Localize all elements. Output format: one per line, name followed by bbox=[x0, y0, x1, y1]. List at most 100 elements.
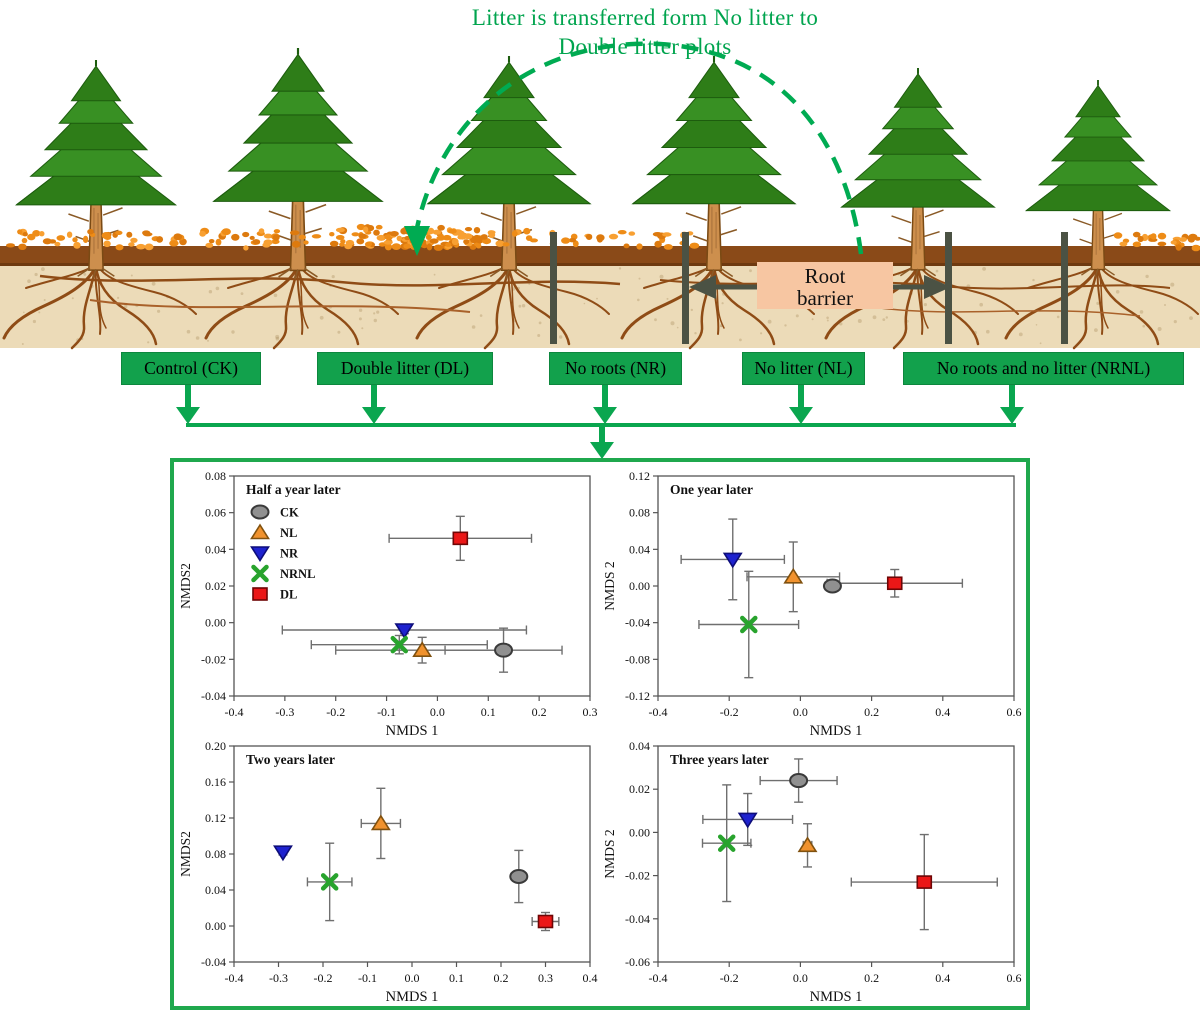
root-barrier-bar bbox=[682, 232, 689, 344]
svg-text:-0.4: -0.4 bbox=[649, 971, 668, 985]
down-arrow-icon bbox=[362, 407, 386, 424]
svg-text:0.00: 0.00 bbox=[629, 825, 650, 839]
root-barrier-bar bbox=[1061, 232, 1068, 344]
root-barrier-bar bbox=[550, 232, 557, 344]
svg-text:-0.4: -0.4 bbox=[225, 971, 244, 985]
root-barrier-label-line2: barrier bbox=[797, 286, 853, 310]
down-arrow-icon bbox=[798, 385, 804, 409]
svg-text:Three years later: Three years later bbox=[670, 752, 769, 767]
scatter-plot-svg: -0.4 -0.2 0.0 0.2 0.4 0.6 0.12 0.08 0.04 0.00 -0.0… bbox=[602, 469, 1022, 739]
svg-text:NMDS 2: NMDS 2 bbox=[602, 829, 617, 878]
svg-text:-0.3: -0.3 bbox=[275, 705, 294, 719]
svg-text:0.12: 0.12 bbox=[629, 469, 650, 483]
svg-text:NL: NL bbox=[280, 526, 297, 540]
nmds-chart-panel bbox=[170, 458, 1030, 1010]
down-arrow-icon bbox=[593, 407, 617, 424]
svg-text:0.04: 0.04 bbox=[629, 542, 650, 556]
down-arrow-icon bbox=[599, 426, 605, 444]
svg-text:0.2: 0.2 bbox=[494, 971, 509, 985]
trees bbox=[15, 46, 1171, 281]
svg-text:NMDS 1: NMDS 1 bbox=[386, 989, 439, 1005]
svg-text:-0.4: -0.4 bbox=[225, 705, 244, 719]
svg-text:0.3: 0.3 bbox=[583, 705, 598, 719]
svg-text:-0.02: -0.02 bbox=[201, 652, 226, 666]
svg-text:NR: NR bbox=[280, 547, 299, 561]
svg-text:0.08: 0.08 bbox=[205, 469, 226, 483]
down-arrow-icon bbox=[789, 407, 813, 424]
root-barrier-label-box bbox=[757, 262, 893, 309]
svg-text:0.00: 0.00 bbox=[205, 919, 226, 933]
svg-text:-0.1: -0.1 bbox=[358, 971, 377, 985]
down-arrow-icon bbox=[1009, 385, 1015, 409]
plot-half-a-year-later: -0.4 -0.3 -0.2 -0.1 0.0 0.1 0.2 0.3 0.08 0.06 0.04… bbox=[176, 466, 600, 742]
svg-text:NRNL: NRNL bbox=[280, 567, 315, 581]
figure-title-line2: Double litter plots bbox=[558, 34, 732, 60]
down-arrow-icon bbox=[371, 385, 377, 409]
down-arrow-icon bbox=[1000, 407, 1024, 424]
figure-title: Litter is transferred form No litter to … bbox=[330, 3, 960, 62]
svg-text:-0.12: -0.12 bbox=[625, 689, 650, 703]
svg-text:-0.06: -0.06 bbox=[625, 955, 650, 969]
svg-text:Half a year later: Half a year later bbox=[246, 482, 341, 497]
svg-text:-0.04: -0.04 bbox=[201, 955, 226, 969]
svg-text:0.16: 0.16 bbox=[205, 775, 226, 789]
treatment-label-text: No roots (NR) bbox=[564, 358, 667, 378]
svg-text:-0.2: -0.2 bbox=[314, 971, 333, 985]
svg-text:0.2: 0.2 bbox=[864, 971, 879, 985]
treatment-label-text: No litter (NL) bbox=[754, 358, 853, 378]
svg-text:0.2: 0.2 bbox=[864, 705, 879, 719]
root-barrier-label-line1: Root bbox=[805, 264, 846, 288]
treatment-label-ck: Control (CK) bbox=[121, 352, 261, 385]
svg-text:0.04: 0.04 bbox=[629, 739, 650, 753]
scatter-plot-svg: -0.4 -0.2 0.0 0.2 0.4 0.6 0.04 0.02 0.00 -0.02 -0.… bbox=[602, 739, 1022, 1005]
svg-text:NMDS 2: NMDS 2 bbox=[602, 561, 617, 610]
svg-text:NMDS2: NMDS2 bbox=[178, 831, 193, 877]
arrow-left-icon bbox=[689, 275, 716, 299]
connector-line bbox=[186, 423, 1016, 427]
treatment-label-text: Double litter (DL) bbox=[340, 358, 470, 378]
svg-text:0.6: 0.6 bbox=[1007, 705, 1022, 719]
svg-text:0.6: 0.6 bbox=[1007, 971, 1022, 985]
svg-text:0.00: 0.00 bbox=[629, 579, 650, 593]
svg-text:0.06: 0.06 bbox=[205, 506, 226, 520]
plot-two-years-later: -0.4 -0.3 -0.2 -0.1 0.0 0.1 0.2 0.3 0.4 0.20 0.16 0… bbox=[176, 736, 600, 1008]
forest-schematic: Root barrier bbox=[0, 41, 1200, 350]
svg-text:0.02: 0.02 bbox=[629, 782, 650, 796]
root-network bbox=[2, 264, 1200, 350]
soil-speckles bbox=[21, 267, 1193, 345]
svg-text:-0.1: -0.1 bbox=[377, 705, 396, 719]
down-arrow-icon bbox=[590, 442, 614, 459]
litter-transfer-arrow bbox=[404, 41, 864, 256]
svg-text:NMDS 1: NMDS 1 bbox=[810, 723, 863, 739]
svg-text:-0.08: -0.08 bbox=[625, 652, 650, 666]
svg-text:-0.3: -0.3 bbox=[269, 971, 288, 985]
svg-text:0.4: 0.4 bbox=[583, 971, 598, 985]
down-arrow-icon bbox=[602, 385, 608, 409]
svg-text:-0.04: -0.04 bbox=[201, 689, 226, 703]
down-arrow-icon bbox=[176, 407, 200, 424]
svg-text:0.1: 0.1 bbox=[481, 705, 496, 719]
svg-text:0.04: 0.04 bbox=[205, 883, 226, 897]
svg-text:-0.2: -0.2 bbox=[720, 971, 739, 985]
svg-text:0.04: 0.04 bbox=[205, 542, 226, 556]
treatment-label-nl: No litter (NL) bbox=[742, 352, 865, 385]
svg-text:0.00: 0.00 bbox=[205, 616, 226, 630]
svg-text:DL: DL bbox=[280, 588, 297, 602]
svg-text:-0.04: -0.04 bbox=[625, 912, 650, 926]
svg-text:-0.4: -0.4 bbox=[649, 705, 668, 719]
root-barrier-callout: Root barrier bbox=[689, 262, 951, 310]
svg-text:0.08: 0.08 bbox=[205, 847, 226, 861]
plot-one-year-later: -0.4 -0.2 0.0 0.2 0.4 0.6 0.12 0.08 0.04 0.00 -0.0… bbox=[600, 466, 1024, 742]
svg-text:One year later: One year later bbox=[670, 482, 753, 497]
svg-text:0.1: 0.1 bbox=[449, 971, 464, 985]
svg-text:0.2: 0.2 bbox=[532, 705, 547, 719]
svg-text:CK: CK bbox=[280, 506, 299, 520]
svg-text:0.0: 0.0 bbox=[793, 705, 808, 719]
svg-text:0.0: 0.0 bbox=[405, 971, 420, 985]
scatter-plot-svg: -0.4 -0.3 -0.2 -0.1 0.0 0.1 0.2 0.3 0.08 0.06 0.04… bbox=[178, 469, 598, 739]
svg-text:0.3: 0.3 bbox=[538, 971, 553, 985]
svg-text:NMDS 1: NMDS 1 bbox=[386, 723, 439, 739]
svg-text:-0.04: -0.04 bbox=[625, 616, 650, 630]
svg-text:0.4: 0.4 bbox=[935, 705, 950, 719]
treatment-label-text: Control (CK) bbox=[144, 358, 238, 378]
